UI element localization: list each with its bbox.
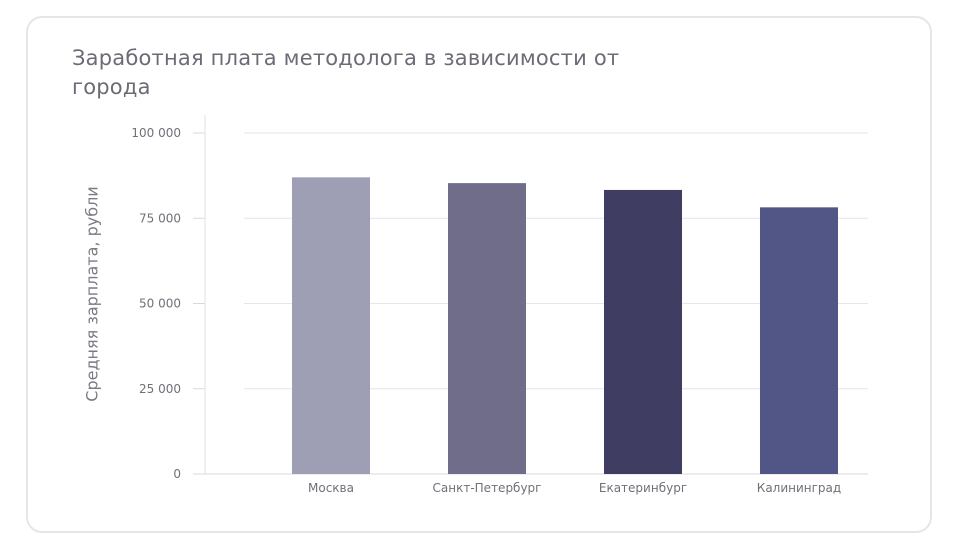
- y-tick-label: 50 000: [139, 297, 181, 311]
- bar: [292, 177, 370, 474]
- y-tick-labels: 0 25 000 50 000 75 000 100 000: [131, 126, 181, 481]
- bar: [448, 183, 526, 474]
- bars: [292, 177, 838, 474]
- x-tick-label: Санкт-Петербург: [433, 481, 542, 495]
- x-tick-labels: Москва Санкт-Петербург Екатеринбург Калинин…: [308, 481, 841, 495]
- bar: [604, 189, 682, 474]
- y-tick-label: 0: [173, 467, 181, 481]
- y-tick-label: 25 000: [139, 382, 181, 396]
- x-tick-label: Калининград: [757, 481, 841, 495]
- y-tick-label: 100 000: [131, 126, 181, 140]
- bar: [760, 207, 838, 474]
- x-tick-label: Москва: [308, 481, 354, 495]
- chart-title: Заработная плата методолога в зависимост…: [72, 46, 620, 99]
- y-tick-label: 75 000: [139, 211, 181, 225]
- x-tick-label: Екатеринбург: [599, 481, 687, 495]
